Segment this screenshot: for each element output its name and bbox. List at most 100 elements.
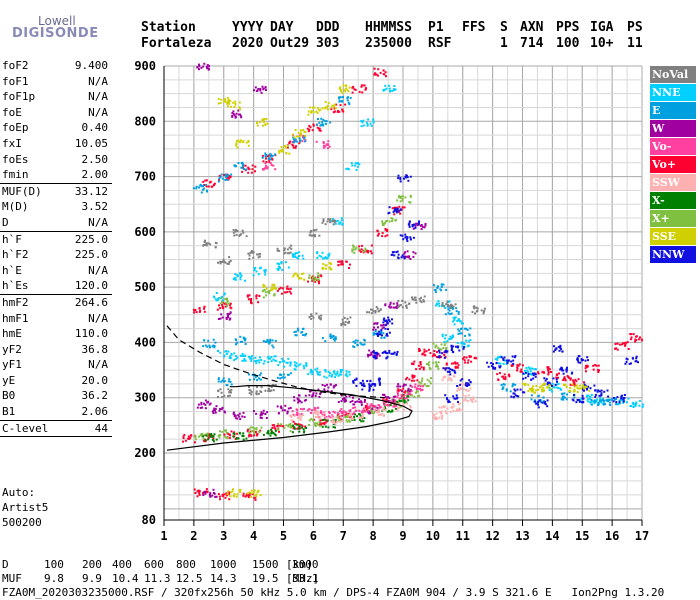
data-point-ssw (348, 411, 365, 421)
data-point-vo (246, 294, 261, 305)
data-point-vo (411, 360, 425, 371)
data-point-ssw (431, 410, 444, 421)
data-point-ssw (313, 410, 328, 420)
data-point-noval (308, 312, 323, 321)
data-point-w (196, 399, 212, 410)
data-point-vo (261, 162, 277, 171)
data-point-w (232, 411, 246, 421)
footer-value: 600 (144, 558, 164, 571)
parameter-value: N/A (88, 74, 108, 88)
data-point-vo (410, 383, 424, 393)
parameter-row: MUF(D) 33.12 (0, 182, 112, 200)
data-point-ssw (330, 415, 344, 425)
x-tick-label: 17 (635, 529, 649, 543)
data-point-w (196, 62, 210, 71)
parameter-value: 2.50 (81, 152, 109, 166)
data-point-noval (471, 305, 486, 315)
logo-lowell: Lowell (38, 14, 76, 28)
data-point-nne (452, 316, 464, 326)
data-point-e (457, 327, 472, 337)
data-point-e (433, 283, 448, 294)
data-point-sse (562, 383, 576, 393)
parameter-value: N/A (88, 311, 108, 325)
parameter-value: N/A (88, 90, 108, 104)
y-tick-label: 700 (134, 170, 156, 184)
header-value: 100 (556, 36, 580, 51)
data-point-e (234, 335, 247, 346)
data-point-vo (584, 364, 600, 373)
data-point-nnw (594, 389, 610, 398)
parameter-name: fxI (2, 136, 22, 150)
data-point-nnw (366, 377, 381, 387)
data-point-e (315, 117, 332, 127)
data-point-e (352, 338, 366, 348)
data-point-nne (276, 261, 290, 271)
footer-value: 800 (176, 558, 196, 571)
parameter-value: 36.2 (81, 389, 109, 403)
footer-value: 19.5 (252, 572, 279, 585)
data-point-nnw (407, 220, 421, 229)
footer-row-label: MUF (2, 572, 22, 585)
data-point-x (351, 244, 367, 254)
footer-value: 3000 (292, 558, 319, 571)
data-point-vo (555, 372, 571, 382)
data-point-sse (262, 283, 277, 292)
footer-unit: [MHz] (286, 572, 320, 585)
header-label: PS (627, 20, 643, 35)
data-point-sse (226, 488, 242, 498)
data-point-nnw (382, 316, 394, 327)
x-tick-label: 9 (399, 529, 406, 543)
parameter-row: B0 36.2 (0, 388, 112, 404)
data-point-w (276, 404, 292, 415)
data-point-vo (629, 333, 644, 343)
header-value: 2020 (232, 36, 264, 51)
parameter-name: foF1 (2, 74, 29, 88)
parameter-value: 33.12 (74, 184, 108, 198)
data-point-e (276, 372, 292, 380)
data-point-x (262, 428, 277, 437)
data-point-vo (306, 406, 322, 414)
x-tick-label: 2 (190, 529, 197, 543)
header-value: Fortaleza (141, 36, 212, 51)
legend-item: NNE (650, 84, 696, 101)
footer-value: 400 (112, 558, 132, 571)
data-point-vo (569, 377, 585, 387)
parameter-value: 225.0 (74, 232, 108, 246)
parameter-row: yF2 36.8 (0, 342, 112, 358)
x-tick-label: 5 (280, 529, 287, 543)
data-point-e (217, 173, 233, 183)
data-point-vo (444, 361, 460, 370)
header-label: FFS (462, 20, 486, 35)
data-point-vo (418, 347, 432, 357)
data-point-w (293, 394, 307, 404)
data-point-nnw (522, 371, 537, 381)
parameter-name: yF2 (2, 342, 22, 356)
parameter-name: yE (2, 373, 16, 387)
footer-value: 12.5 (176, 572, 203, 585)
data-point-e (202, 338, 217, 349)
data-point-nnw (450, 344, 465, 354)
y-tick-label: 80 (142, 513, 156, 527)
data-point-e (261, 152, 277, 161)
parameter-name: B0 (2, 389, 16, 403)
parameter-name: MUF(D) (2, 184, 42, 198)
parameter-value: 20.0 (81, 373, 109, 387)
footer-value: 9.9 (82, 572, 102, 585)
parameter-value: 36.8 (81, 342, 109, 356)
data-point-w (253, 409, 269, 419)
data-point-noval (217, 256, 232, 265)
data-point-nne (291, 251, 305, 260)
parameter-name: D (2, 215, 9, 229)
parameter-row: h`E N/A (0, 263, 112, 279)
parameter-name: hmE (2, 327, 22, 341)
data-point-nnw (552, 344, 564, 353)
data-point-nnw (612, 394, 626, 404)
legend-item: X- (650, 192, 696, 209)
y-tick-label: 900 (134, 59, 156, 73)
data-point-w (396, 383, 412, 393)
data-point-nnw (624, 355, 639, 365)
data-point-nnw (387, 206, 402, 215)
data-point-nne (345, 162, 361, 171)
data-point-ssw (462, 393, 477, 403)
parameter-row: fmin 2.00 (0, 167, 112, 183)
